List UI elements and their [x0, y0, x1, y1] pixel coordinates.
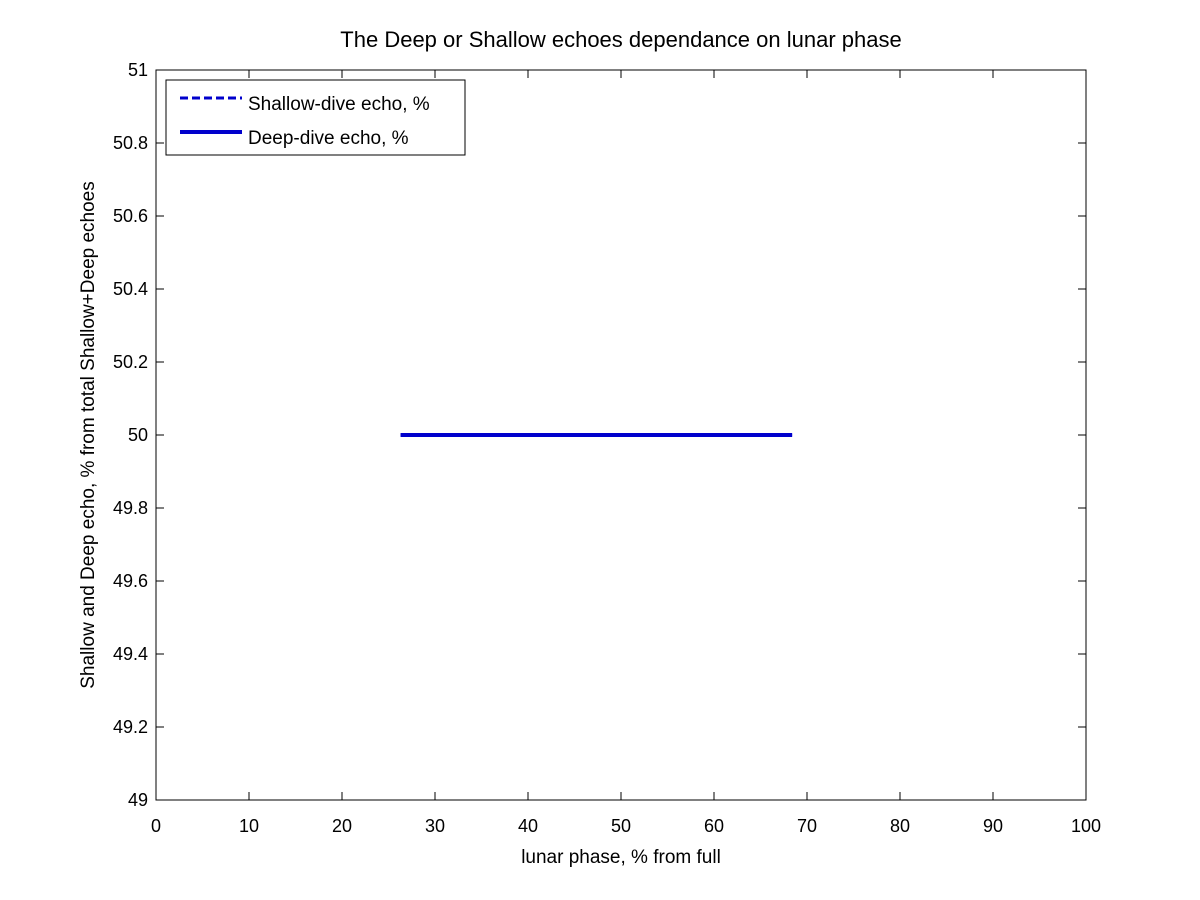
x-tick-label: 80: [890, 816, 910, 836]
y-tick-label: 49: [128, 790, 148, 810]
y-tick-label: 49.8: [113, 498, 148, 518]
legend-label-shallow: Shallow-dive echo, %: [248, 94, 430, 115]
y-tick-label: 49.6: [113, 571, 148, 591]
x-tick-label: 20: [332, 816, 352, 836]
legend-label-deep: Deep-dive echo, %: [248, 128, 409, 149]
y-tick-label: 51: [128, 60, 148, 80]
y-tick-label: 50.6: [113, 206, 148, 226]
x-tick-label: 70: [797, 816, 817, 836]
y-tick-label: 50.2: [113, 352, 148, 372]
ticks-layer: 0 10 20 30 40 50 60 70 80 90 100 49 49.2 49.4 49.6 49.8…: [113, 60, 1101, 836]
y-tick-label: 49.2: [113, 717, 148, 737]
y-axis-label: Shallow and Deep echo, % from total Shal…: [78, 181, 99, 689]
chart-title: The Deep or Shallow echoes dependance on…: [340, 27, 901, 52]
y-tick-label: 50: [128, 425, 148, 445]
y-tick-label: 50.4: [113, 279, 148, 299]
x-tick-label: 60: [704, 816, 724, 836]
y-tick-label: 49.4: [113, 644, 148, 664]
legend: Shallow-dive echo, % Deep-dive echo, %: [165, 79, 466, 156]
x-tick-label: 90: [983, 816, 1003, 836]
legend-box: [165, 79, 466, 156]
x-tick-label: 10: [239, 816, 259, 836]
y-tick-label: 50.8: [113, 133, 148, 153]
x-tick-label: 100: [1071, 816, 1101, 836]
x-tick-label: 50: [611, 816, 631, 836]
x-axis-label: lunar phase, % from full: [521, 847, 721, 868]
x-tick-label: 0: [151, 816, 161, 836]
x-tick-label: 40: [518, 816, 538, 836]
x-tick-label: 30: [425, 816, 445, 836]
